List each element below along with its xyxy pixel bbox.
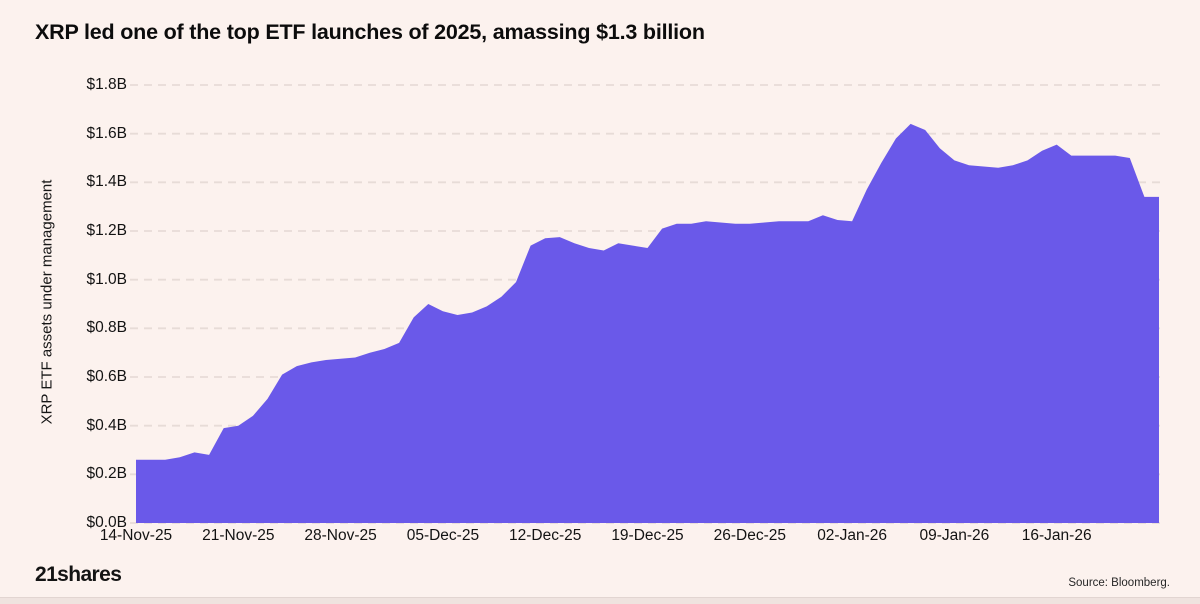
x-tick-label: 09-Jan-26: [919, 527, 990, 544]
x-tick-label: 28-Nov-25: [304, 527, 377, 544]
x-tick-label: 26-Dec-25: [713, 527, 786, 544]
x-tick-label: 19-Dec-25: [611, 527, 684, 544]
y-tick-label: $0.6B: [86, 368, 127, 385]
y-tick-label: $0.4B: [86, 416, 127, 434]
y-tick-label: $0.0B: [86, 514, 127, 531]
window-bottom-edge: [0, 597, 1200, 604]
x-tick-label: 12-Dec-25: [509, 527, 582, 544]
source-credit: Source: Bloomberg.: [1068, 577, 1170, 589]
y-axis-label: XRP ETF assets under management: [38, 179, 56, 425]
aum-area-series: [136, 123, 1159, 524]
y-tick-label: $1.2B: [86, 222, 127, 239]
x-tick-label: 02-Jan-26: [817, 527, 887, 544]
x-tick-label: 21-Nov-25: [202, 527, 275, 544]
y-tick-label: $1.4B: [86, 173, 127, 191]
x-tick-label: 14-Nov-25: [99, 527, 173, 544]
y-tick-label: $0.2B: [86, 465, 127, 483]
y-tick-label: $1.0B: [86, 270, 127, 288]
chart-title: XRP led one of the top ETF launches of 2…: [35, 20, 705, 44]
x-tick-label: 05-Dec-25: [406, 527, 480, 544]
y-tick-label: $1.6B: [86, 124, 127, 142]
y-tick-label: $1.8B: [86, 76, 127, 93]
y-tick-label: $0.8B: [86, 319, 127, 337]
brand-logo: 21shares: [35, 563, 122, 586]
x-tick-label: 16-Jan-26: [1021, 527, 1092, 544]
